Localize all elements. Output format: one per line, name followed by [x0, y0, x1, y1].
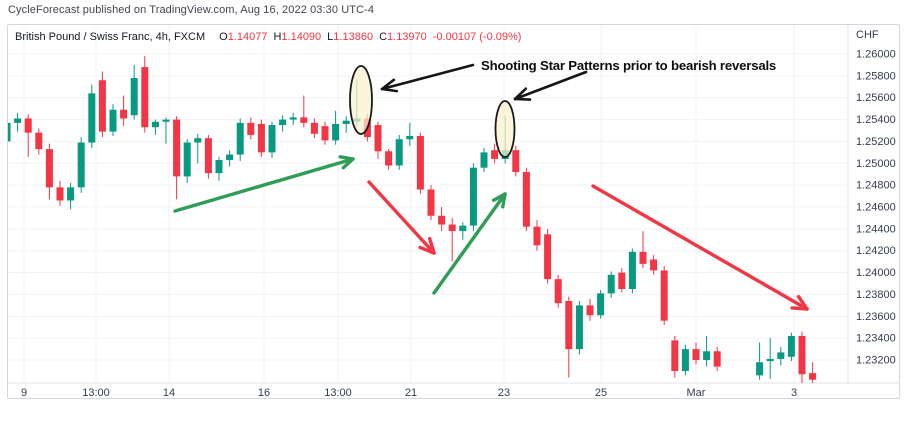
price-tick-label: 1.23800: [856, 289, 896, 301]
time-tick-label: 23: [498, 387, 510, 398]
price-tick-label: 1.26000: [856, 49, 896, 61]
legend-low-key: L: [327, 31, 334, 43]
legend-high-value: 1.14090: [281, 31, 322, 43]
chart-canvas[interactable]: Shooting Star Patterns prior to bearish …: [8, 25, 899, 398]
legend-close-value: 1.13970: [387, 31, 427, 43]
legend-open-value: 1.14077: [227, 31, 268, 43]
legend-close-key: C: [379, 31, 388, 43]
price-tick-label: 1.24800: [856, 180, 896, 192]
shooting-star-ellipse-2[interactable]: [494, 100, 516, 158]
drawings-layer: Shooting Star Patterns prior to bearish …: [173, 58, 809, 311]
time-tick-label: 25: [595, 387, 607, 398]
price-tick-label: 1.25600: [856, 92, 896, 104]
chart-panel: Shooting Star Patterns prior to bearish …: [7, 24, 900, 399]
price-tick-label: 1.24600: [856, 202, 896, 214]
price-tick-label: 1.25400: [856, 114, 896, 126]
legend-change-value: -0.00107 (-0.09%): [432, 31, 522, 43]
legend-symbol-title: British Pound / Swiss Franc, 4h, FXCM: [15, 31, 206, 43]
time-tick-label: 3: [791, 387, 797, 398]
downtrend-arrow-1[interactable]: [367, 180, 436, 255]
price-tick-label: 1.25000: [856, 158, 896, 170]
time-tick-label: 9: [21, 387, 27, 398]
price-tick-label: 1.25200: [856, 136, 896, 148]
legend-low-value: 1.13860: [333, 31, 374, 43]
price-tick-label: 1.23600: [856, 311, 896, 323]
price-tick-label: 1.23200: [856, 355, 896, 367]
downtrend-arrow-2[interactable]: [591, 184, 809, 311]
annotation-text[interactable]: Shooting Star Patterns prior to bearish …: [481, 58, 776, 73]
time-tick-label: 13:00: [82, 387, 110, 398]
axis-separators: [8, 25, 899, 384]
price-axis[interactable]: 1.26000 1.25800 1.25600 1.25400 1.25200 1.250…: [856, 49, 896, 367]
uptrend-arrow-2[interactable]: [432, 192, 507, 295]
price-tick-label: 1.23400: [856, 333, 896, 345]
candlestick-series: [8, 56, 817, 383]
price-tick-label: 1.25800: [856, 70, 896, 82]
grid-lines: [8, 25, 848, 383]
price-tick-label: 1.24400: [856, 223, 896, 235]
legend-open-key: O: [219, 31, 228, 43]
uptrend-arrow-1[interactable]: [173, 155, 355, 213]
time-tick-label: 16: [258, 387, 270, 398]
time-tick-label: 21: [405, 387, 417, 398]
shooting-star-ellipse-1[interactable]: [349, 65, 373, 135]
time-axis[interactable]: 9 13:00 14 16 13:00 21 23 25 Mar 3: [21, 387, 797, 398]
legend-high-key: H: [273, 31, 282, 43]
currency-label: CHF: [856, 29, 879, 41]
callout-arrow-2[interactable]: [513, 70, 588, 101]
callout-arrow-1[interactable]: [380, 63, 475, 93]
time-tick-label: 13:00: [324, 387, 352, 398]
price-tick-label: 1.24000: [856, 267, 896, 279]
attribution-text: CycleForecast published on TradingView.c…: [8, 4, 375, 16]
time-tick-label: 14: [163, 387, 175, 398]
symbol-legend[interactable]: British Pound / Swiss Franc, 4h, FXCM O1.…: [15, 31, 521, 43]
price-tick-label: 1.24200: [856, 245, 896, 257]
time-tick-label: Mar: [687, 387, 706, 398]
